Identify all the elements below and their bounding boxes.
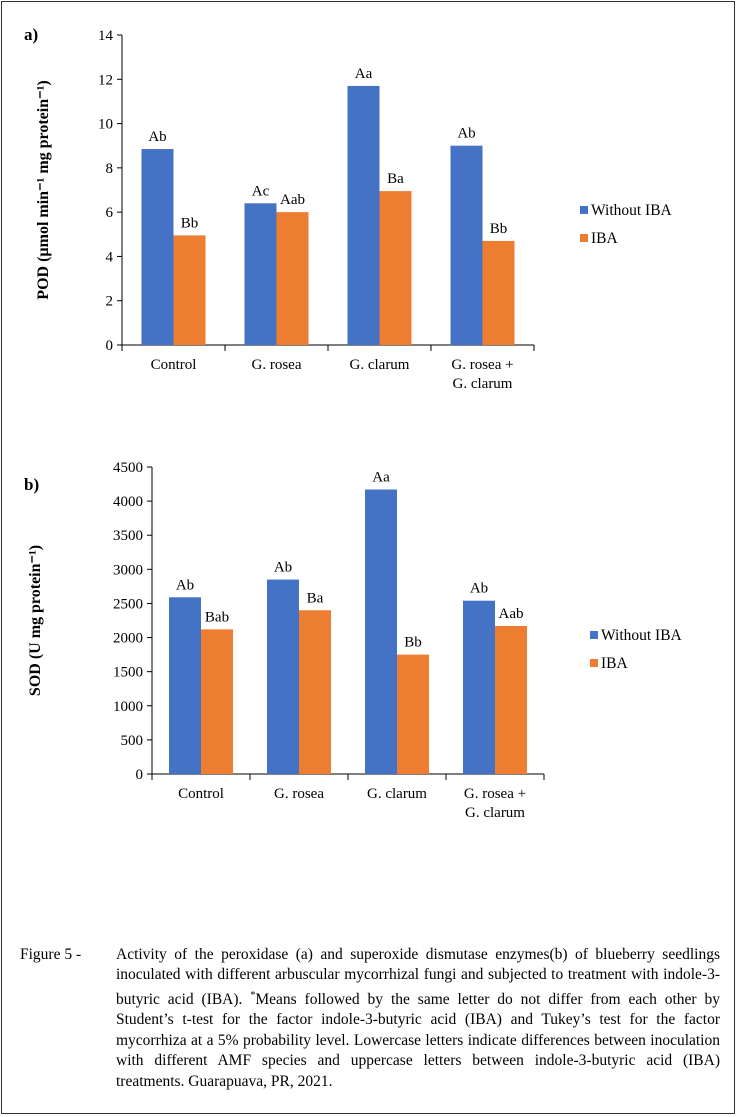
caption-asterisk: * [250, 989, 256, 1001]
chart-b-bar [463, 600, 495, 774]
chart-b-y-tick-label: 1000 [113, 699, 143, 715]
chart-a-legend-swatch [580, 234, 588, 242]
chart-a-y-tick-label: 0 [106, 338, 114, 354]
chart-a-x-tick-label: G. clarum [350, 357, 410, 373]
chart-a-bar [173, 235, 206, 345]
chart-b-data-label: Aa [372, 470, 390, 486]
chart-a-data-label: Ab [457, 126, 475, 142]
chart-b-panel-label: b) [24, 475, 39, 494]
chart-b-y-tick-label: 2500 [113, 596, 143, 612]
chart-a-y-tick-label: 12 [98, 72, 113, 88]
chart-b-bar [495, 625, 527, 774]
chart-a-bar [379, 191, 412, 345]
chart-b-bar [169, 597, 201, 774]
chart-a-y-tick-label: 6 [106, 205, 114, 221]
chart-b-y-tick-label: 4500 [113, 460, 143, 476]
chart-b-bar [397, 654, 429, 774]
chart-b-bar [201, 629, 233, 774]
chart-a-bar [141, 149, 174, 345]
chart-a-data-label: Ab [148, 129, 166, 145]
chart-b-data-label: Bab [205, 609, 229, 625]
chart-b-legend-label: Without IBA [601, 627, 683, 644]
chart-a-bar [276, 212, 309, 345]
chart-b-bar [365, 489, 397, 774]
chart-b-sod: b) 0 500 1000 1500 2000 2500 3000 3500 4000 4500 SO… [24, 460, 683, 821]
chart-b-y-axis-label: SOD (U mg protein⁻¹) [27, 545, 44, 696]
chart-b-y-tick-label: 500 [121, 733, 144, 749]
chart-b-data-label: Ab [274, 560, 292, 576]
chart-b-y-tick-label: 0 [136, 767, 144, 783]
chart-a-bar [450, 145, 483, 345]
chart-a-y-tick-label: 14 [98, 28, 114, 44]
chart-b-y-tick-label: 1500 [113, 665, 143, 681]
chart-a-data-label: Ac [252, 183, 270, 199]
caption-text-2: Means followed by the same letter do not… [116, 990, 720, 1090]
chart-a-bar [482, 240, 515, 345]
chart-a-x-tick-label: G. rosea + [451, 357, 513, 373]
chart-a-x-tick-label: G. clarum [453, 376, 513, 392]
chart-a-y-tick-label: 4 [106, 249, 114, 265]
chart-b-legend-swatch [590, 631, 598, 639]
chart-a-x-tick-label: Control [151, 357, 197, 373]
chart-a-panel-label: a) [24, 25, 38, 44]
chart-b-y-tick-label: 2000 [113, 631, 143, 647]
chart-b-x-tick-label: G. clarum [367, 786, 427, 802]
chart-b-y-tick-label: 4000 [113, 494, 143, 510]
caption-body: Activity of the peroxidase (a) and super… [116, 945, 720, 1092]
chart-a-y-tick-label: 10 [98, 117, 113, 133]
chart-b-bar [299, 610, 331, 774]
chart-a-data-label: Bb [490, 221, 508, 237]
chart-a-legend-swatch [580, 206, 588, 214]
chart-a-legend-label: Without IBA [591, 202, 673, 219]
chart-b-x-tick-label: G. rosea + [464, 786, 526, 802]
chart-a-legend-label: IBA [591, 230, 619, 247]
chart-a-data-label: Ba [387, 171, 404, 187]
chart-a-x-tick-label: G. rosea [252, 357, 302, 373]
caption-prefix: Figure 5 - [20, 946, 82, 963]
chart-a-y-tick-label: 2 [106, 294, 114, 310]
chart-b-data-label: Ab [176, 577, 194, 593]
chart-b-legend-swatch [590, 659, 598, 667]
chart-b-y-tick-label: 3000 [113, 562, 143, 578]
chart-a-bar [244, 203, 277, 345]
chart-a-bar [347, 85, 380, 345]
chart-a-data-label: Bb [181, 215, 199, 231]
chart-b-x-tick-label: G. rosea [274, 786, 324, 802]
chart-b-data-label: Ab [470, 581, 488, 597]
chart-a-data-label: Aa [355, 66, 373, 82]
chart-a-data-label: Aab [280, 192, 305, 208]
chart-b-data-label: Bb [404, 635, 422, 651]
chart-b-data-label: Ba [307, 590, 324, 606]
chart-a-y-tick-label: 8 [106, 161, 114, 177]
chart-b-legend-label: IBA [601, 655, 629, 672]
chart-a-y-axis-label: POD (µmol min⁻¹ mg protein⁻¹) [35, 80, 52, 299]
chart-b-data-label: Aab [499, 606, 524, 622]
chart-b-x-tick-label: Control [178, 786, 224, 802]
figure-caption: Figure 5 - Activity of the peroxidase (a… [20, 945, 720, 1092]
chart-a-pod: a) 0 2 4 6 8 10 12 14 POD (µmol min⁻¹ mg protein⁻… [24, 25, 673, 392]
chart-b-bar [267, 579, 299, 774]
caption-text-1: Activity of the peroxidase (a) and super… [116, 946, 720, 1008]
chart-b-y-tick-label: 3500 [113, 528, 143, 544]
chart-b-x-tick-label: G. clarum [465, 805, 525, 821]
